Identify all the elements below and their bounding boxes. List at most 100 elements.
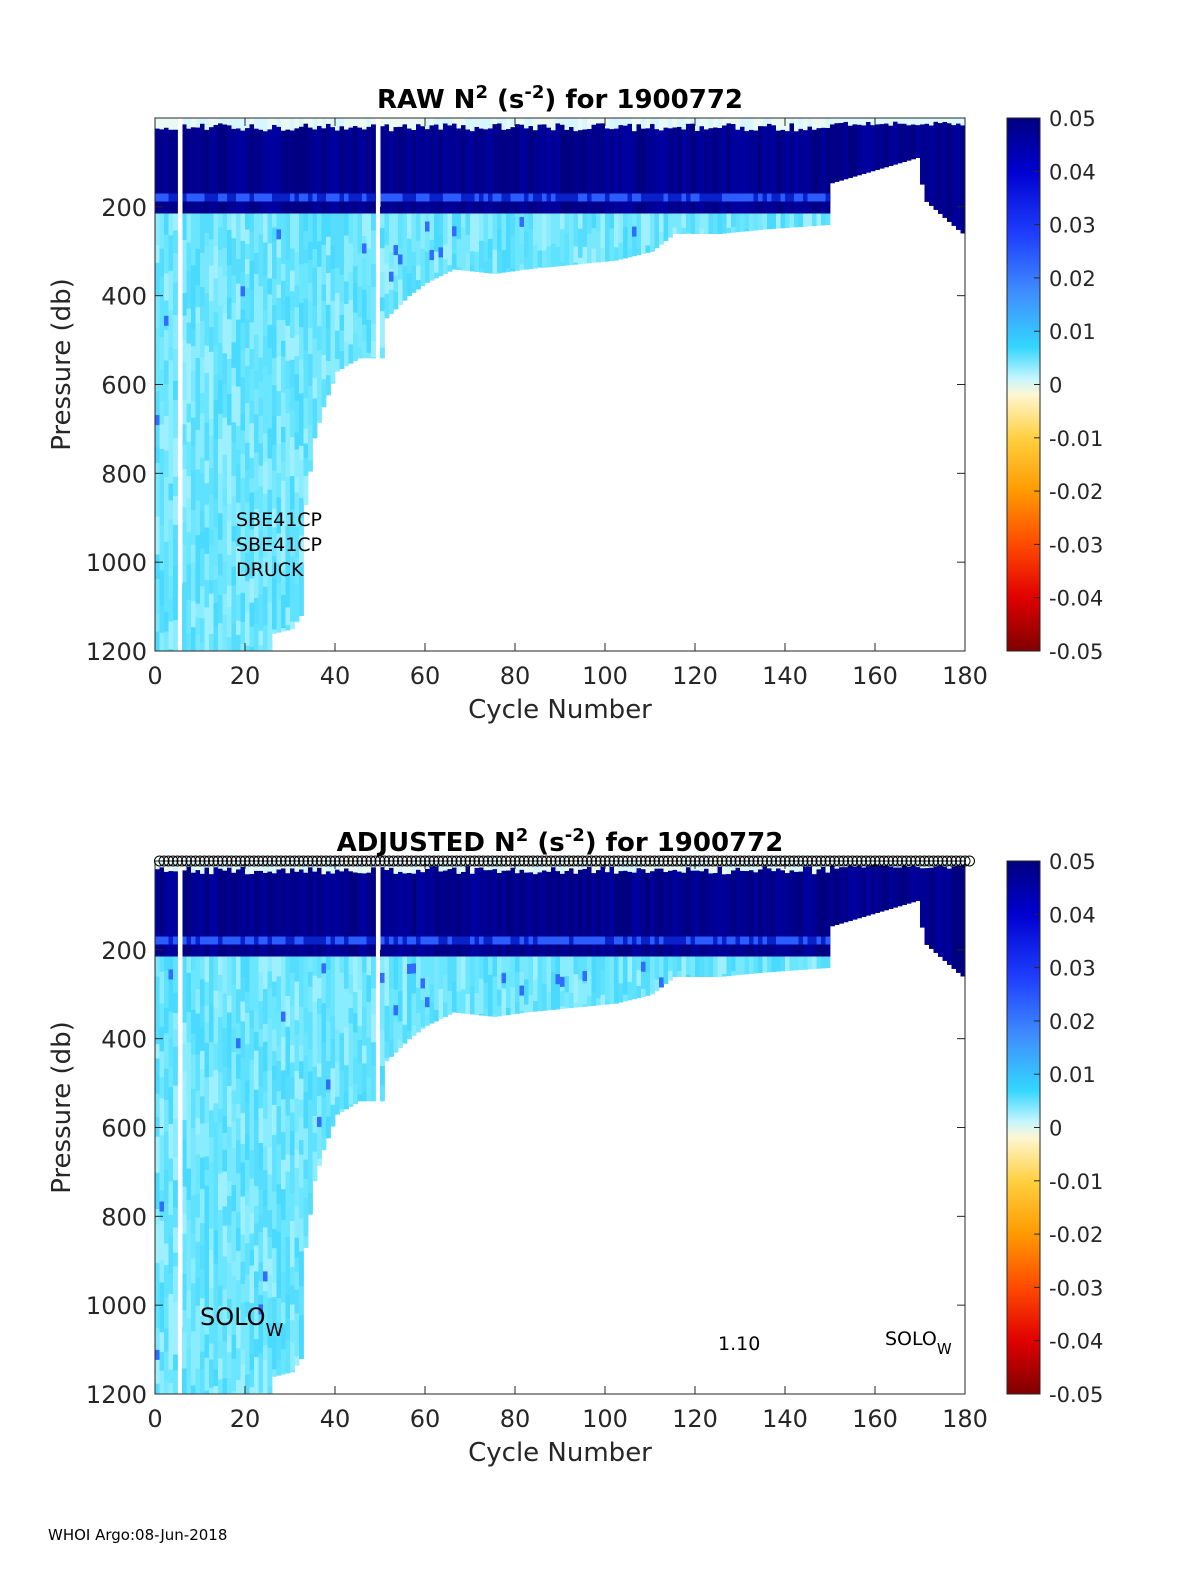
qc-marker: [721, 855, 732, 867]
qc-marker: [262, 855, 273, 867]
qc-marker: [527, 855, 539, 867]
qc-marker: [338, 855, 350, 867]
x-tick-label: 60: [410, 662, 441, 690]
colorbar-tick-label: 0.02: [1049, 267, 1096, 291]
qc-marker: [892, 855, 903, 867]
colorbar-tick-label: 0.04: [1049, 160, 1096, 184]
qc-marker: [536, 855, 548, 867]
qc-marker: [176, 855, 188, 867]
qc-marker: [235, 855, 246, 867]
qc-marker: [203, 855, 215, 867]
qc-marker: [770, 855, 782, 867]
qc-marker: [329, 855, 341, 867]
qc-marker: [334, 855, 345, 867]
qc-marker: [541, 855, 552, 867]
qc-marker: [698, 855, 710, 867]
qc-marker: [185, 855, 197, 867]
qc-marker: [653, 855, 665, 867]
qc-marker: [437, 855, 449, 867]
version-annotation: 1.10: [718, 1333, 760, 1355]
qc-marker: [248, 855, 260, 867]
heatmap-cells: [155, 861, 966, 1395]
x-tick-label: 0: [147, 662, 162, 690]
y-tick-label: 1200: [86, 638, 147, 666]
qc-marker: [856, 855, 867, 867]
qc-marker: [743, 855, 755, 867]
y-axis-label: Pressure (db): [47, 278, 77, 451]
qc-marker: [217, 855, 228, 867]
x-tick-label: 100: [582, 662, 628, 690]
qc-marker: [172, 855, 183, 867]
colorbar-tick-label: 0.05: [1049, 107, 1096, 131]
qc-marker: [887, 855, 899, 867]
qc-marker: [343, 855, 354, 867]
qc-marker: [451, 855, 462, 867]
qc-marker: [568, 855, 579, 867]
qc-marker: [406, 855, 417, 867]
qc-marker: [433, 855, 444, 867]
qc-marker: [352, 855, 363, 867]
y-tick-label: 600: [101, 1115, 147, 1143]
qc-marker: [671, 855, 683, 867]
colorbar-tick-label: 0: [1049, 374, 1062, 398]
colorbar-tick-label: 0: [1049, 1117, 1062, 1141]
qc-marker: [392, 855, 404, 867]
gap-column: [376, 118, 381, 207]
qc-marker: [662, 855, 674, 867]
heatmap-cells: [155, 118, 966, 652]
qc-marker: [257, 855, 269, 867]
qc-marker: [325, 855, 336, 867]
qc-marker: [941, 855, 953, 867]
qc-marker: [811, 855, 822, 867]
qc-marker: [937, 855, 948, 867]
qc-marker: [869, 855, 881, 867]
y-tick-label: 1000: [86, 1292, 147, 1320]
qc-marker: [199, 855, 210, 867]
qc-marker: [491, 855, 503, 867]
x-tick-label: 20: [230, 662, 261, 690]
qc-marker: [284, 855, 296, 867]
qc-marker: [158, 855, 170, 867]
qc-marker: [914, 855, 926, 867]
gap-column: [376, 861, 381, 950]
qc-marker: [793, 855, 804, 867]
colorbar-tick-label: -0.02: [1049, 480, 1103, 504]
qc-marker: [586, 855, 597, 867]
qc-marker: [455, 855, 467, 867]
qc-marker: [550, 855, 561, 867]
qc-marker: [883, 855, 894, 867]
qc-marker: [617, 855, 629, 867]
qc-marker: [860, 855, 872, 867]
qc-marker: [356, 855, 368, 867]
qc-marker: [446, 855, 458, 867]
colorbar-tick-label: -0.03: [1049, 533, 1103, 557]
colorbar-tick-label: -0.05: [1049, 1383, 1103, 1407]
qc-marker: [590, 855, 602, 867]
qc-marker: [280, 855, 291, 867]
qc-marker: [190, 855, 201, 867]
qc-marker: [928, 855, 939, 867]
qc-marker: [289, 855, 300, 867]
qc-marker: [680, 855, 692, 867]
qc-marker: [901, 855, 912, 867]
x-tick-label: 0: [147, 1405, 162, 1433]
qc-marker: [640, 855, 651, 867]
qc-marker: [473, 855, 485, 867]
qc-marker: [379, 855, 390, 867]
x-tick-label: 80: [500, 1405, 531, 1433]
colorbar-tick-label: -0.03: [1049, 1276, 1103, 1300]
y-tick-label: 1200: [86, 1381, 147, 1409]
qc-marker: [635, 855, 647, 867]
x-tick-label: 140: [762, 662, 808, 690]
qc-marker: [302, 855, 314, 867]
x-tick-label: 160: [852, 1405, 898, 1433]
chart-title: ADJUSTED N2 (s-2) for 1900772: [337, 825, 784, 858]
qc-marker: [298, 855, 309, 867]
qc-marker: [163, 855, 174, 867]
qc-marker: [212, 855, 224, 867]
colorbar-tick-label: -0.04: [1049, 1330, 1103, 1354]
sensor-annotation: SBE41CP: [236, 509, 322, 531]
qc-marker: [752, 855, 764, 867]
qc-marker: [374, 855, 386, 867]
